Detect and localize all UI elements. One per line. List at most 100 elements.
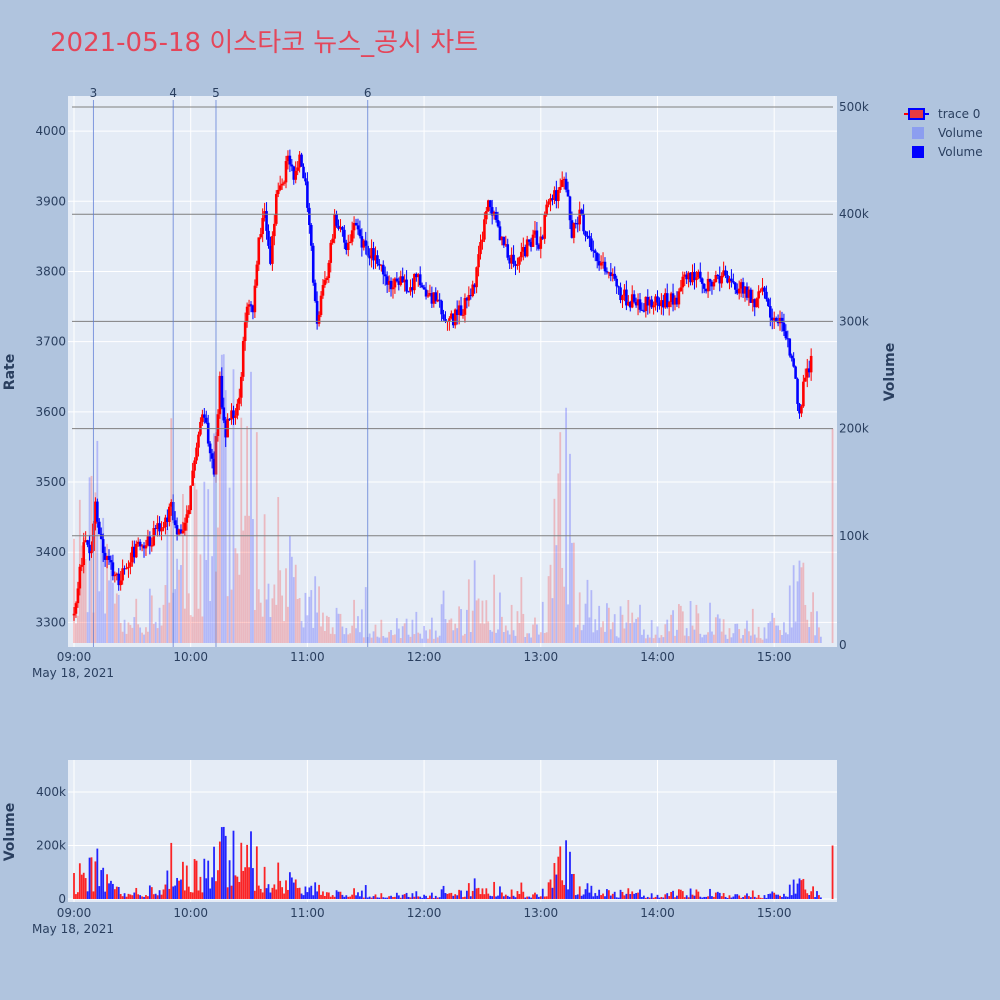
- candle-body: [504, 244, 508, 246]
- main-grid: [68, 96, 837, 647]
- volume-bar: [277, 862, 280, 899]
- volume-bar: [674, 897, 676, 899]
- volume-overlay-bar: [86, 612, 89, 643]
- candle-body: [173, 520, 177, 526]
- volume-bar: [796, 883, 799, 899]
- candle-body: [134, 543, 138, 558]
- candle-body: [348, 241, 352, 244]
- candle-body: [121, 568, 124, 581]
- legend-label: trace 0: [938, 107, 980, 121]
- volume-overlay-bar: [397, 628, 400, 643]
- volume-overlay-bar: [701, 637, 704, 643]
- candle-body: [451, 313, 455, 326]
- candle-body: [488, 200, 492, 208]
- candle-body: [415, 273, 418, 278]
- volume-overlay-bar: [565, 407, 567, 643]
- volume-bar: [456, 895, 459, 899]
- volume-tick-label: 400k: [839, 207, 869, 221]
- candle-body: [650, 299, 653, 308]
- volume-bar: [524, 897, 527, 899]
- volume-bar: [271, 887, 274, 899]
- candle-body: [280, 183, 284, 186]
- candle-body: [734, 282, 737, 290]
- candle-body: [473, 284, 476, 288]
- volume-bar: [320, 894, 322, 899]
- volume-bar: [781, 897, 783, 899]
- volume-overlay-bar: [73, 538, 75, 643]
- volume-bar: [808, 895, 811, 899]
- candle-body: [418, 274, 422, 286]
- volume-overlay-bar: [217, 527, 219, 643]
- candle-body: [646, 296, 650, 306]
- volume-time-tick-label: 09:00: [57, 906, 92, 920]
- volume-bar: [382, 897, 385, 899]
- volume-bar: [697, 891, 700, 899]
- volume-overlay-bar: [734, 623, 737, 643]
- candle-body: [726, 275, 729, 283]
- candle-body: [193, 460, 196, 471]
- volume-overlay-bar: [115, 593, 118, 643]
- volume-overlay-bar: [152, 623, 155, 643]
- candle-body: [679, 287, 683, 292]
- volume-time-tick-label: 15:00: [757, 906, 792, 920]
- volume-overlay-bar: [676, 629, 678, 643]
- volume-overlay-bar: [798, 560, 801, 643]
- candle-body: [380, 264, 383, 266]
- volume-bar: [273, 884, 276, 899]
- volume-bar: [740, 897, 743, 899]
- candle-body: [232, 410, 235, 418]
- candle-body: [162, 527, 165, 529]
- candle-body: [88, 544, 91, 554]
- candle-body: [638, 299, 642, 310]
- volume-bar: [508, 896, 511, 899]
- volume-overlay-bar: [271, 598, 274, 643]
- volume-overlay-bar: [786, 634, 789, 643]
- candle-body: [741, 282, 745, 294]
- volume-overlay-bar: [613, 614, 616, 643]
- volume-overlay-bar: [532, 624, 534, 643]
- volume-overlay-bar: [683, 635, 686, 643]
- candle-body: [403, 279, 406, 283]
- volume-bar: [137, 894, 140, 899]
- volume-bar: [713, 896, 715, 899]
- volume-bar: [452, 895, 455, 899]
- candle-body: [611, 273, 615, 277]
- volume-bar: [644, 897, 647, 899]
- candle-body: [479, 241, 482, 255]
- volume-bar: [343, 896, 346, 899]
- volume-overlay-bar: [429, 629, 431, 643]
- volume-overlay-bar: [108, 580, 110, 643]
- event-marker-label: 5: [212, 86, 220, 100]
- volume-overlay-bar: [403, 623, 406, 643]
- candle-body: [539, 236, 543, 249]
- volume-overlay-bar: [541, 601, 544, 643]
- volume-bar: [798, 878, 801, 899]
- legend[interactable]: trace 0 Volume Volume: [904, 107, 983, 159]
- candle-body: [331, 238, 334, 243]
- volume-bar: [209, 888, 212, 899]
- candle-body: [187, 510, 191, 515]
- volume-bar: [430, 892, 433, 899]
- volume-overlay-bar: [158, 607, 161, 643]
- candle-body: [127, 566, 130, 569]
- candle-body: [553, 190, 556, 200]
- candle-body: [523, 247, 527, 257]
- volume-overlay-bar: [604, 631, 606, 643]
- volume-bar: [588, 892, 591, 899]
- volume-bar: [275, 889, 278, 899]
- candle-body: [341, 227, 344, 230]
- volume-overlay-bar: [598, 605, 601, 643]
- candle-body: [450, 313, 453, 319]
- candle-body: [702, 283, 706, 289]
- volume-bar: [436, 897, 439, 899]
- volume-overlay-bar: [357, 616, 359, 643]
- volume-bar: [553, 863, 556, 899]
- volume-overlay-bar: [679, 605, 682, 643]
- volume-reference-lines: [72, 106, 833, 537]
- volume-bar: [676, 895, 678, 899]
- volume-bar: [720, 896, 723, 899]
- volume-overlay-bar: [530, 637, 532, 643]
- volume-overlay-bar: [94, 492, 97, 643]
- volume-bar: [384, 897, 387, 899]
- volume-overlay-bar: [644, 638, 647, 643]
